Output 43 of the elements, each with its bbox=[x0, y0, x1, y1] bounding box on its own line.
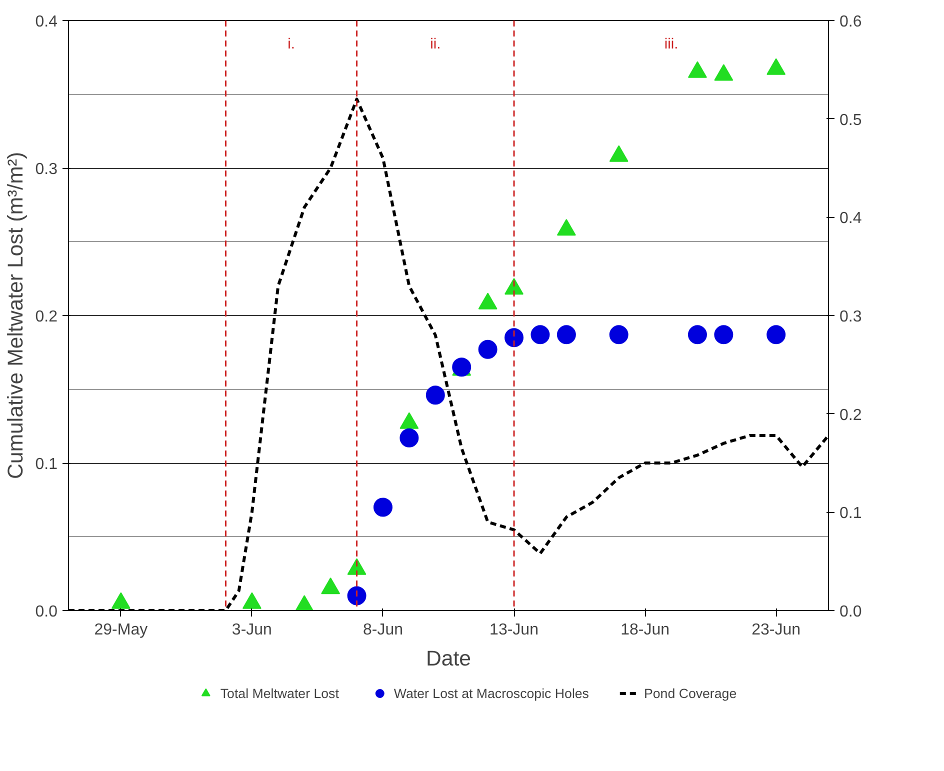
y2-tick-label: 0.3 bbox=[840, 308, 862, 326]
ref-line-label: ii. bbox=[430, 36, 441, 52]
point bbox=[556, 219, 576, 236]
point bbox=[714, 64, 734, 81]
y-tick-label: 0.3 bbox=[35, 161, 58, 178]
y2-tick-label: 0.4 bbox=[840, 210, 862, 228]
y-tick-label: 0.1 bbox=[35, 456, 58, 473]
y2-tick-label: 0.1 bbox=[840, 505, 862, 522]
point bbox=[373, 498, 392, 517]
point bbox=[530, 325, 550, 344]
point bbox=[688, 61, 707, 78]
x-tick-label: 8-Jun bbox=[362, 622, 403, 638]
x-tick-label: 13-Jun bbox=[490, 622, 538, 638]
point bbox=[766, 325, 786, 344]
point bbox=[609, 145, 628, 162]
ref-line-label: iii. bbox=[664, 36, 678, 52]
y-axis-title: Cumulative Meltwater Lost (m³/m²) bbox=[3, 152, 28, 480]
point bbox=[478, 340, 498, 359]
point bbox=[609, 325, 628, 344]
y2-tick-label: 0.0 bbox=[840, 604, 862, 620]
y2-tick-label: 0.2 bbox=[840, 406, 862, 424]
x-tick-label: 3-Jun bbox=[232, 622, 272, 638]
y-tick-label: 0.4 bbox=[35, 14, 58, 30]
x-tick-label: 29-May bbox=[94, 622, 148, 638]
point bbox=[504, 328, 524, 348]
point bbox=[426, 386, 445, 405]
x-axis-title: Date bbox=[426, 646, 472, 670]
legend-label: Pond Coverage bbox=[644, 686, 737, 700]
y2-tick-label: 0.6 bbox=[840, 14, 862, 30]
y-tick-label: 0.0 bbox=[35, 604, 58, 620]
point bbox=[347, 586, 366, 606]
x-tick-label: 18-Jun bbox=[620, 622, 670, 638]
point bbox=[766, 58, 786, 75]
ref-line-label: i. bbox=[288, 36, 295, 52]
legend-label: Total Meltwater Lost bbox=[220, 686, 339, 700]
y2-tick-label: 0.5 bbox=[840, 112, 862, 129]
x-tick-label: 23-Jun bbox=[752, 622, 801, 638]
y-tick-label: 0.2 bbox=[35, 308, 58, 326]
point bbox=[400, 428, 419, 448]
point bbox=[688, 325, 707, 344]
point bbox=[556, 325, 576, 344]
point bbox=[714, 325, 734, 344]
legend-label: Water Lost at Macroscopic Holes bbox=[394, 686, 589, 700]
